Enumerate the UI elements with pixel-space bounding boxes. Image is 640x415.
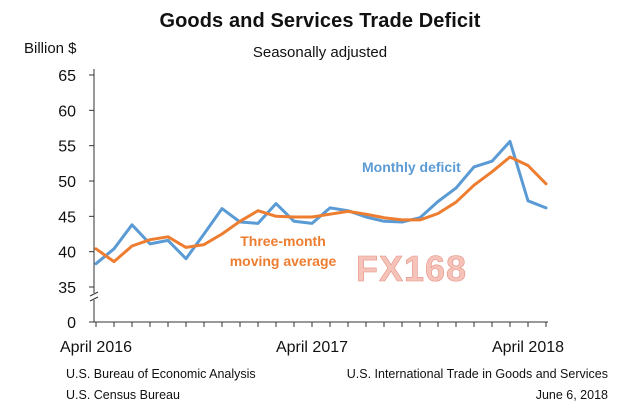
x-tick-label: April 2017 [276, 339, 348, 356]
source-bea: U.S. Bureau of Economic Analysis [66, 367, 256, 381]
monthly-deficit-label: Monthly deficit [362, 159, 461, 175]
moving-average-line [94, 155, 548, 264]
y-tick-label: 45 [58, 209, 76, 226]
y-tick-label: 35 [58, 280, 76, 297]
x-tick-label: April 2016 [60, 339, 132, 356]
y-tick-label: 55 [58, 139, 76, 156]
y-axis-label: Billion $ [24, 40, 77, 57]
x-tick-label: April 2018 [492, 339, 564, 356]
report-date: June 6, 2018 [535, 388, 608, 402]
chart-title: Goods and Services Trade Deficit [159, 10, 481, 32]
report-title: U.S. International Trade in Goods and Se… [346, 367, 608, 381]
y-tick-label: 0 [67, 315, 76, 332]
y-axis-break-marker [89, 291, 99, 302]
y-tick-label: 50 [58, 174, 76, 191]
moving-average-label-line1: Three-month [240, 233, 326, 249]
y-tick-label: 60 [58, 103, 76, 120]
y-tick-label: 40 [58, 245, 76, 262]
y-tick-label: 65 [58, 68, 76, 85]
moving-average-label-line2: moving average [230, 253, 337, 269]
chart-subtitle: Seasonally adjusted [252, 44, 388, 61]
source-census: U.S. Census Bureau [66, 388, 180, 402]
fx168-watermark: FX168 [356, 248, 467, 289]
